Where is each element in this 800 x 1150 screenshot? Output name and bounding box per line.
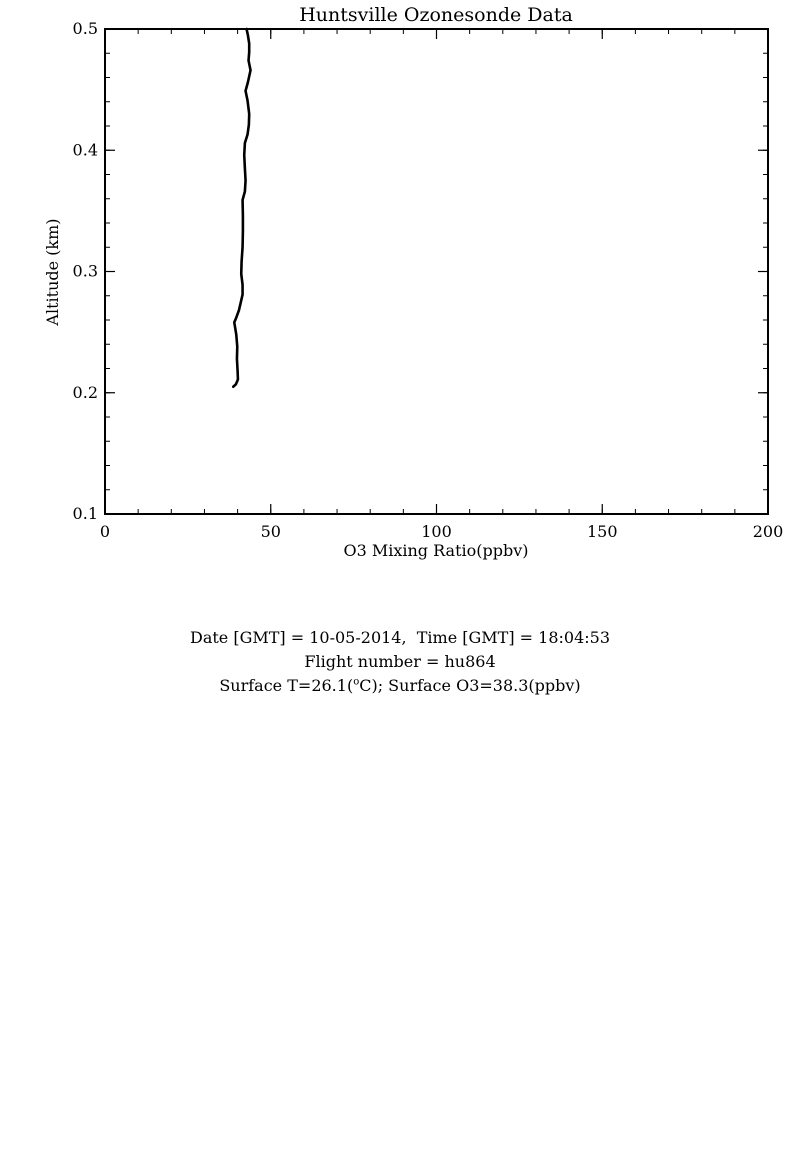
flight-info: Date [GMT] = 10-05-2014, Time [GMT] = 18… [0, 626, 800, 698]
y-tick-label: 0.5 [73, 19, 98, 38]
y-tick-label: 0.1 [73, 504, 98, 523]
x-tick-label: 0 [100, 522, 110, 541]
x-tick-label: 50 [261, 522, 281, 541]
degree-sign: o [353, 676, 360, 688]
x-tick-label: 150 [587, 522, 618, 541]
ozone-profile-line [231, 27, 252, 388]
x-tick-label: 200 [753, 522, 784, 541]
minor-ticks [104, 28, 769, 515]
flight-number-line: Flight number = hu864 [304, 652, 496, 671]
chart-title: Huntsville Ozonesonde Data [299, 4, 573, 26]
y-tick-labels: 0.1 0.2 0.3 0.4 0.5 [73, 19, 98, 523]
y-tick-label: 0.2 [73, 383, 98, 402]
y-axis-label: Altitude (km) [43, 218, 62, 326]
date-time-line: Date [GMT] = 10-05-2014, Time [GMT] = 18… [189, 628, 611, 647]
surface-text-prefix: Surface T=26.1( [219, 676, 354, 695]
y-tick-label: 0.4 [73, 140, 98, 159]
surface-conditions-line: Surface T=26.1(oC); Surface O3=38.3(ppbv… [0, 674, 800, 698]
ozone-chart: Huntsville Ozonesonde Data 0 50 100 150 200 … [43, 4, 783, 560]
x-axis-label: O3 Mixing Ratio(ppbv) [343, 541, 528, 560]
x-tick-label: 100 [421, 522, 452, 541]
surface-text-suffix: C); Surface O3=38.3(ppbv) [359, 676, 581, 695]
y-tick-label: 0.3 [73, 262, 98, 281]
major-ticks [104, 28, 769, 515]
plot-frame [104, 28, 769, 515]
x-tick-labels: 0 50 100 150 200 [100, 522, 783, 541]
